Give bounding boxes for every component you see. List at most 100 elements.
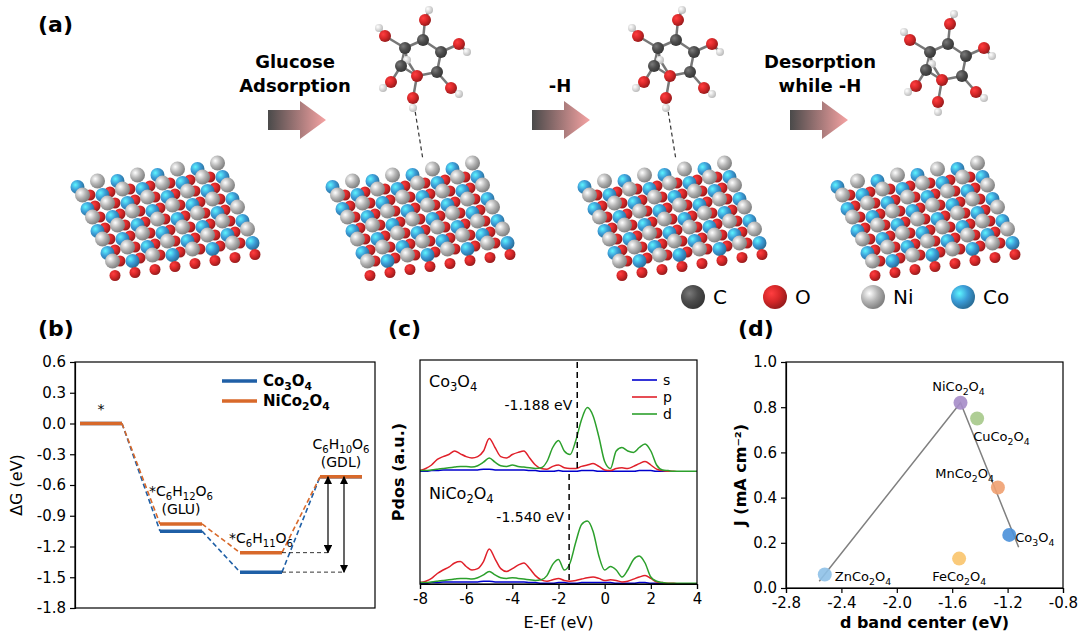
atom	[400, 248, 415, 263]
atom	[870, 270, 881, 281]
text-part: Co	[429, 372, 450, 391]
atom	[925, 198, 940, 213]
atom	[657, 212, 672, 227]
point	[952, 552, 966, 566]
point-label: FeCo2O4	[932, 569, 986, 587]
text-part: C	[312, 436, 322, 452]
atom	[875, 182, 890, 197]
d-band-center	[576, 362, 578, 470]
atom	[485, 252, 496, 263]
annotation: -1.540 eV	[496, 509, 564, 525]
atom	[890, 168, 905, 183]
tick-mark	[952, 588, 953, 593]
text-part: 4	[322, 400, 330, 413]
legend-swatch	[951, 285, 975, 309]
atom	[747, 222, 762, 237]
tick: -1.8	[37, 599, 75, 617]
atom	[421, 248, 435, 262]
atom	[417, 34, 429, 46]
atom	[757, 249, 768, 260]
text-part: 2	[466, 492, 473, 506]
atom	[390, 226, 405, 241]
step-label: Adsorption	[239, 75, 351, 96]
axis-title: d band center (eV)	[840, 613, 1009, 632]
energy-level	[80, 422, 122, 426]
legend-label: O	[795, 285, 811, 309]
atom	[965, 192, 980, 207]
tick-label: 0.0	[42, 415, 66, 433]
atom	[632, 84, 640, 92]
atom	[115, 182, 130, 197]
atom	[880, 240, 895, 255]
tick-label: -0.9	[37, 507, 66, 525]
atom	[935, 220, 950, 235]
text-part: MnCo	[935, 466, 972, 481]
atom	[698, 82, 710, 94]
tick-label: 0.6	[42, 353, 66, 371]
slab	[831, 156, 1021, 282]
atom	[717, 255, 728, 266]
tick-label: 2	[647, 590, 657, 608]
atom	[375, 240, 390, 255]
atom	[166, 248, 180, 262]
atom	[431, 66, 443, 78]
tick: 1.0	[753, 353, 786, 371]
atom	[637, 267, 648, 278]
atom	[463, 48, 471, 56]
tick-mark	[781, 588, 786, 589]
atom	[660, 92, 672, 104]
atom	[697, 206, 712, 221]
tick-label: -2	[552, 590, 567, 608]
atom	[885, 204, 900, 219]
atom	[170, 261, 181, 272]
atom	[125, 204, 140, 219]
plot-area	[818, 396, 1019, 582]
atom	[988, 52, 996, 60]
tick-mark	[897, 588, 898, 593]
tick-mark	[70, 608, 75, 609]
atom	[455, 90, 463, 98]
atom	[450, 170, 465, 185]
tick-mark	[781, 362, 786, 363]
atom	[215, 214, 230, 229]
atom	[966, 242, 980, 256]
atom	[617, 270, 628, 281]
atom	[865, 254, 880, 269]
atom	[505, 249, 516, 260]
tick-mark	[781, 498, 786, 499]
atom	[737, 252, 748, 263]
molecule	[628, 6, 724, 160]
tick-mark	[70, 393, 75, 394]
tick: -1.6	[938, 588, 967, 612]
text-part: O	[978, 466, 988, 481]
tick: 2	[647, 584, 657, 608]
text-part: NiCo	[263, 392, 302, 410]
atom	[637, 168, 652, 183]
tick: -4	[505, 584, 520, 608]
tick-mark	[70, 516, 75, 517]
atom	[120, 240, 135, 255]
legend-label: Ni	[893, 285, 914, 309]
level-label: *	[98, 401, 105, 417]
energy-level	[160, 522, 202, 526]
atom	[240, 222, 255, 237]
panel-label: (c)	[388, 316, 421, 341]
axis-title: J (mA cm⁻²)	[731, 424, 750, 527]
panel-label: (b)	[38, 316, 74, 341]
atom	[195, 170, 210, 185]
atom	[420, 198, 435, 213]
tick-mark	[841, 588, 842, 593]
atom	[145, 248, 160, 263]
step-label: while -H	[779, 75, 862, 96]
gap-arrow	[343, 477, 344, 572]
tick-mark	[70, 485, 75, 486]
plot-area	[420, 362, 697, 472]
legend-swatch	[222, 399, 257, 403]
atom	[582, 188, 597, 203]
atom	[350, 232, 365, 247]
plot-frame	[420, 360, 697, 584]
panel-label: (d)	[738, 316, 774, 341]
atom	[612, 254, 627, 269]
atom	[910, 264, 921, 275]
atom	[385, 267, 396, 278]
